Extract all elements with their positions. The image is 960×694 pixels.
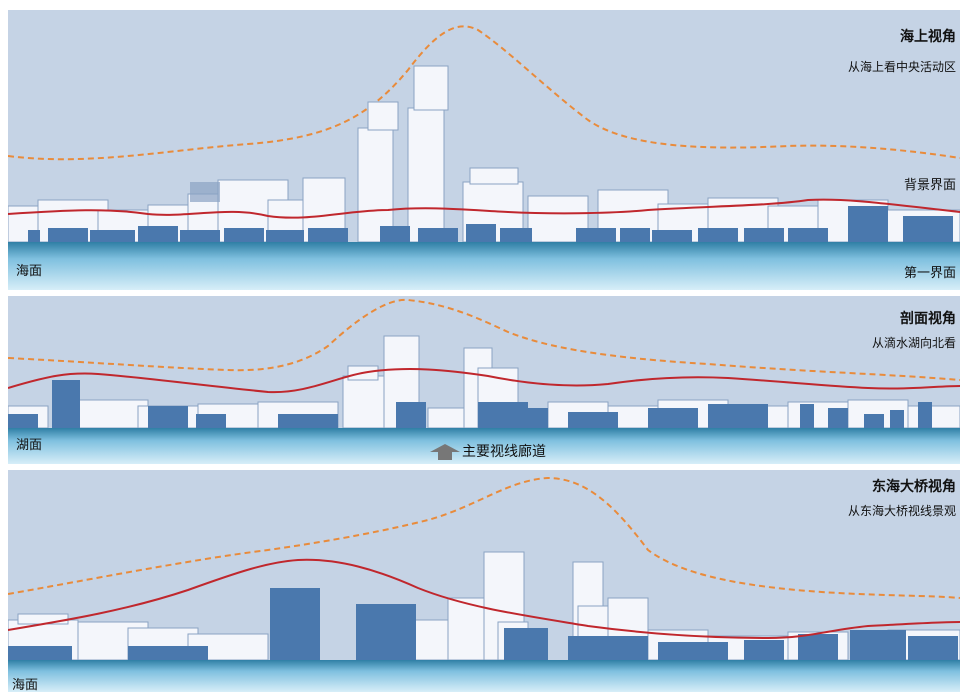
orange-dashed-line xyxy=(8,25,960,161)
red-interface-line xyxy=(8,558,960,640)
orange-dashed-line xyxy=(8,476,960,599)
orange-dashed-line xyxy=(8,298,960,381)
sea-water xyxy=(8,660,960,692)
corridor-label: 主要视线廊道 xyxy=(462,444,546,460)
lake-water xyxy=(8,428,960,464)
panel-sea-view: 海上视角 从海上看中央活动区 背景界面 海面 第一界面 xyxy=(8,10,960,290)
water-label: 海面 xyxy=(16,264,43,279)
arrow-up-icon xyxy=(430,444,460,460)
panel-bridge-view: 东海大桥视角 从东海大桥视线景观 海面 xyxy=(8,470,960,692)
sea-water xyxy=(8,242,960,290)
sea-view-graphics xyxy=(8,25,960,243)
bridge-view-graphics xyxy=(8,476,960,661)
water-label: 湖面 xyxy=(16,438,43,453)
red-interface-line xyxy=(8,198,960,219)
panel-title: 海上视角 xyxy=(900,29,956,45)
panel-subtitle: 从东海大桥视线景观 xyxy=(847,504,956,518)
background-interface-label: 背景界面 xyxy=(903,178,956,193)
panel-title: 东海大桥视角 xyxy=(872,479,956,495)
water-label: 海面 xyxy=(12,678,39,692)
panel-subtitle: 从滴水湖向北看 xyxy=(871,336,956,350)
first-interface-label: 第一界面 xyxy=(903,266,956,281)
panel-section-view: 剖面视角 从滴水湖向北看 湖面 xyxy=(8,296,960,464)
panel-title: 剖面视角 xyxy=(900,311,956,327)
panel-subtitle: 从海上看中央活动区 xyxy=(847,60,956,74)
sightline-corridor: 主要视线廊道 xyxy=(428,441,546,461)
red-interface-line xyxy=(8,368,960,394)
